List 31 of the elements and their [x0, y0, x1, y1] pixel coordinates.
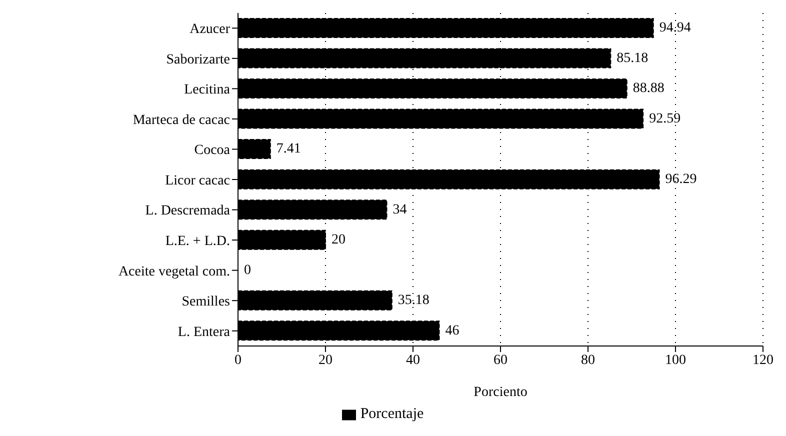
x-tick-label: 60	[494, 352, 508, 368]
data-label: 88.88	[632, 81, 664, 96]
data-label: 85.18	[616, 50, 648, 66]
x-tick-label: 40	[406, 352, 420, 368]
data-label: 92.59	[649, 111, 681, 126]
data-label: 20	[332, 232, 346, 248]
x-tick-label: 20	[318, 352, 332, 368]
data-label: 35.18	[398, 293, 430, 308]
y-tick-label: Licor cacac	[165, 173, 230, 188]
y-tick-label: Cocoa	[194, 143, 231, 158]
data-label: 7.41	[276, 142, 301, 157]
y-tick-label: Semilles	[182, 294, 230, 310]
x-axis-title: Porciento	[474, 385, 528, 400]
data-label: 34	[392, 202, 407, 218]
x-tick-label: 120	[752, 352, 774, 368]
legend-label: Porcentaje	[360, 406, 424, 422]
y-tick-label: Marteca de cacac	[132, 112, 230, 128]
data-label: 96.29	[665, 172, 697, 187]
x-tick-label: 80	[581, 352, 595, 368]
y-tick-label: L. Entera	[178, 324, 231, 340]
y-tick-label: L.E. + L.D.	[165, 234, 230, 250]
y-tick-label: L. Descremada	[145, 204, 231, 219]
y-tick-label: Azucer	[190, 22, 230, 38]
data-label: 94.94	[659, 20, 691, 36]
x-tick-label: 0	[234, 352, 242, 368]
data-label: 46	[445, 323, 460, 338]
y-tick-label: Lecitina	[184, 82, 231, 98]
y-tick-label: Saborizarte	[166, 52, 230, 68]
x-tick-label: 100	[665, 352, 686, 368]
data-label: 0	[244, 262, 251, 278]
y-tick-label: Aceite vegetal com.	[118, 264, 230, 280]
